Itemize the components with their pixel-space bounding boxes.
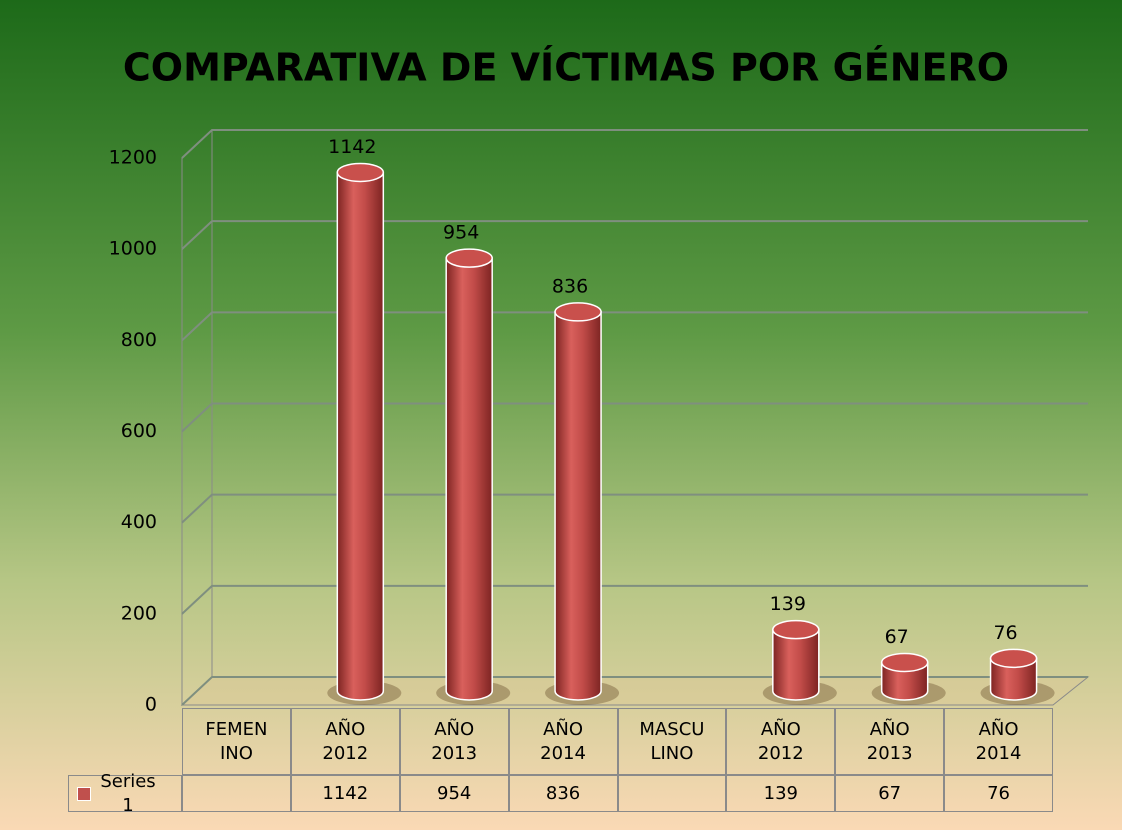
bar-body	[336, 171, 385, 701]
x-tick-label: MASCULINO	[617, 708, 727, 775]
table-value: 67	[835, 775, 945, 812]
x-tick-label: FEMENINO	[182, 708, 291, 775]
table-value-text: 1142	[322, 782, 369, 804]
table-value-text: 67	[878, 782, 902, 804]
bar	[436, 248, 511, 705]
bar-top	[772, 619, 820, 640]
bar-top	[336, 162, 385, 183]
x-tick-label: AÑO 2013	[835, 708, 945, 775]
bar-body	[554, 311, 602, 701]
x-tick-label: AÑO 2013	[399, 708, 509, 775]
data-label: 67	[885, 626, 909, 648]
y-tick-label: 200	[121, 602, 157, 624]
table-value: 76	[944, 775, 1053, 812]
grid-line	[181, 311, 1088, 342]
x-tick-label-text: AÑO 2012	[322, 719, 369, 764]
chart-title: COMPARATIVA DE VÍCTIMAS POR GÉNERO	[123, 46, 1009, 90]
bar	[980, 648, 1055, 705]
x-tick-label: AÑO 2014	[508, 708, 618, 775]
x-tick-label: AÑO 2012	[726, 708, 836, 775]
table-value-text: 954	[437, 782, 472, 804]
bar-body	[989, 657, 1038, 701]
grid-line	[181, 584, 1088, 615]
bar-body	[880, 661, 929, 701]
data-label: 836	[552, 275, 588, 297]
x-tick-label: AÑO 2012	[290, 708, 400, 775]
data-label: 76	[993, 622, 1017, 644]
legend-label: Series1	[100, 771, 156, 816]
bar-top	[989, 648, 1038, 669]
bar	[762, 619, 837, 705]
grid-line	[181, 402, 1088, 433]
y-tick-label: 800	[121, 329, 157, 351]
table-value-text: 139	[763, 782, 798, 804]
bar-top	[880, 652, 929, 673]
x-tick-label-text: AÑO 2014	[540, 719, 586, 764]
x-tick-label-text: AÑO 2014	[975, 719, 1022, 764]
x-tick-label-text: AÑO 2013	[866, 719, 913, 764]
table-value-text: 836	[545, 782, 581, 804]
x-tick-label-text: AÑO 2012	[757, 719, 804, 764]
grid-line	[181, 129, 1088, 159]
bar	[545, 302, 620, 705]
x-tick-label-text: AÑO 2013	[431, 719, 478, 764]
table-value	[617, 775, 727, 812]
data-label: 954	[443, 222, 479, 244]
x-tick-label: AÑO 2014	[944, 708, 1053, 775]
x-tick-label-text: MASCULINO	[639, 719, 705, 764]
y-tick-label: 1000	[109, 238, 157, 260]
table-value	[182, 775, 291, 812]
legend-cell: Series1	[68, 771, 182, 816]
bar	[871, 652, 946, 705]
bar-body	[445, 257, 493, 701]
floor	[180, 676, 1090, 706]
data-label: 1142	[328, 136, 376, 158]
x-tick-label-text: FEMENINO	[205, 719, 268, 764]
table-value: 836	[508, 775, 618, 812]
table-value: 1142	[290, 775, 400, 812]
bar-top	[445, 248, 493, 268]
y-tick-label: 0	[145, 694, 157, 716]
data-label: 139	[770, 593, 806, 615]
y-tick-label: 1200	[109, 147, 157, 169]
grid-line	[181, 493, 1088, 524]
bar	[327, 162, 402, 705]
bar-top	[554, 302, 602, 322]
y-tick-label: 400	[121, 511, 157, 533]
table-value-text: 76	[987, 782, 1011, 804]
table-value: 139	[726, 775, 836, 812]
table-value: 954	[399, 775, 509, 812]
grid-line	[181, 220, 1088, 250]
legend-key	[77, 786, 91, 801]
bar-body	[772, 628, 820, 701]
y-tick-label: 600	[121, 420, 157, 442]
